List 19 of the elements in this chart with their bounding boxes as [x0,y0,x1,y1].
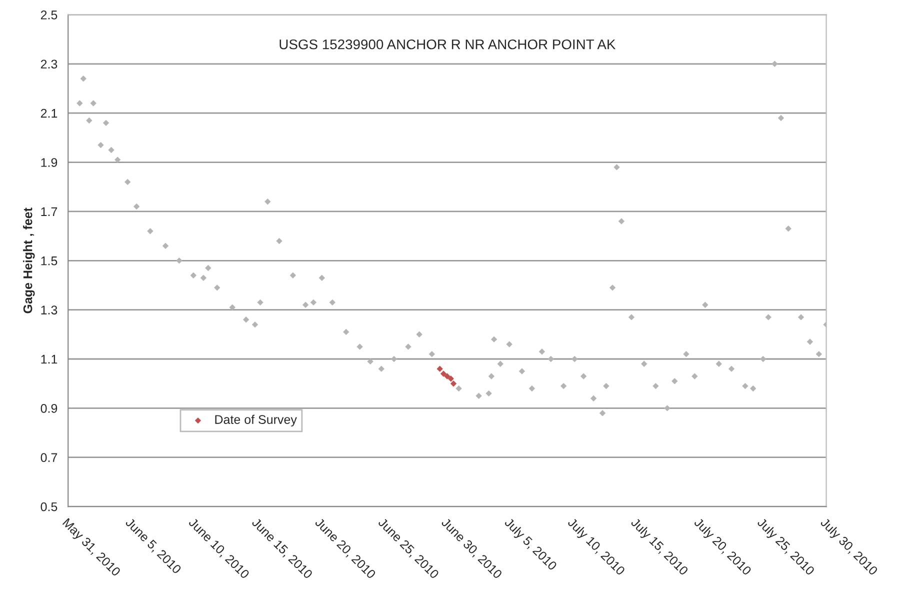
y-tick-label: 2.5 [40,10,58,20]
y-tick-label: 1.7 [41,207,58,216]
y-tick-label: 0.9 [40,404,58,413]
y-tick-label: 1.9 [41,158,58,167]
text: USGS 15239900 ANCHOR R NR ANCHOR POINT AK [280,39,616,50]
y-tick-label: 0.5 [40,502,58,512]
y-axis-title: Gage Height , feet [23,208,35,314]
y-tick-label: 1.1 [41,354,58,364]
legend-label: Date of Survey [215,414,297,426]
point [440,370,447,377]
y-tick-label: 0.7 [40,453,58,462]
point [436,366,443,372]
point [450,380,457,387]
point [448,376,454,382]
point [444,373,450,380]
y-tick-label: 2.1 [40,108,58,118]
y-tick-label: 1.5 [41,256,58,266]
y-tick-label: 1.3 [41,306,58,314]
y-tick-label: 2.3 [40,60,58,69]
